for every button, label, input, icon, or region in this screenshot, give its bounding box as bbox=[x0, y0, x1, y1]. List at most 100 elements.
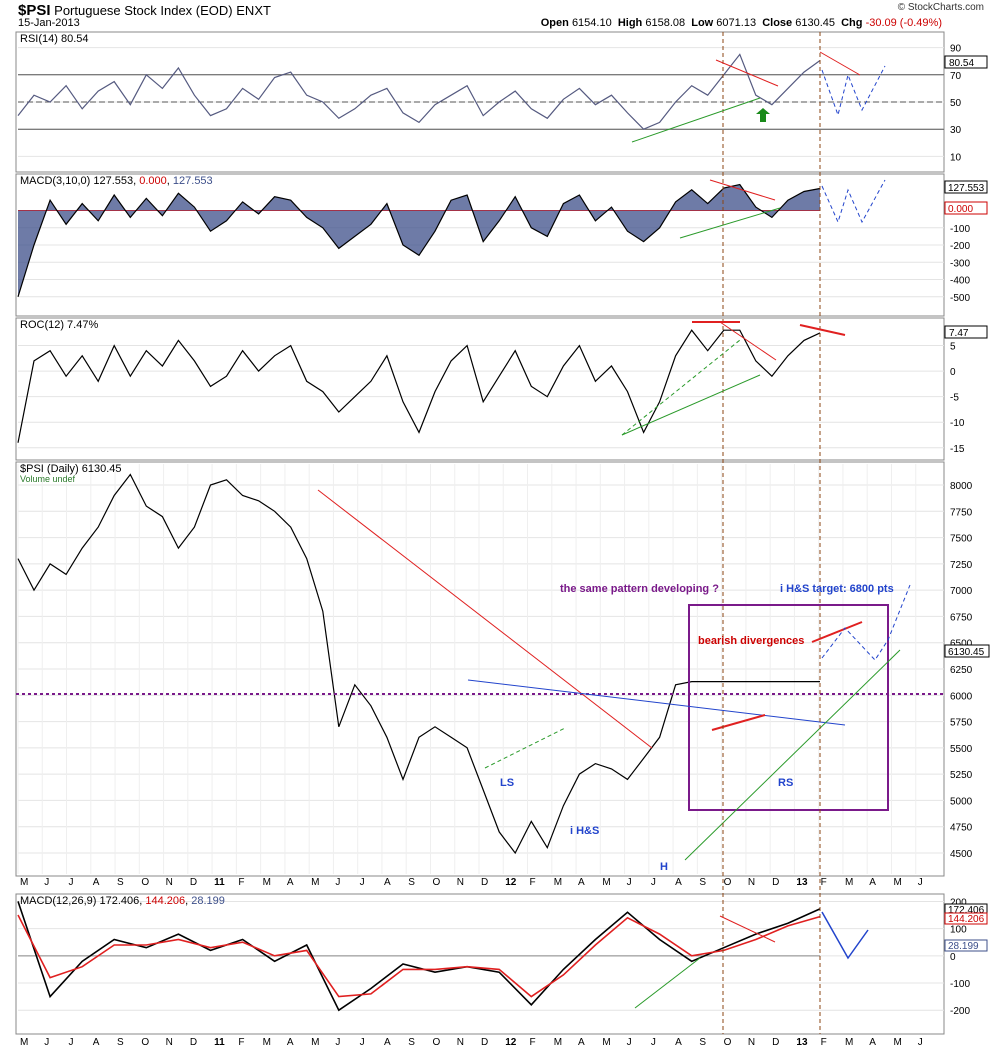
macd2-support-line bbox=[634, 957, 701, 1009]
ytick-label: 5750 bbox=[950, 718, 973, 729]
ytick-label: 0 bbox=[950, 952, 956, 963]
chart-header: $PSI Portuguese Stock Index (EOD) ENXT 1… bbox=[0, 0, 990, 32]
macd-zero-box bbox=[944, 201, 988, 215]
month-label: 13 bbox=[796, 1037, 808, 1048]
roc-resistance-line-2 bbox=[799, 324, 846, 336]
annotation-bearish: bearish divergences bbox=[698, 635, 804, 647]
macd-zero-label: 0.000 bbox=[948, 204, 973, 215]
ytick-label: 6250 bbox=[950, 665, 973, 676]
rsi-projection bbox=[821, 65, 886, 117]
macd2-resistance-line bbox=[719, 915, 776, 943]
ytick-label: 90 bbox=[950, 44, 962, 55]
ytick-label: 30 bbox=[950, 125, 962, 136]
month-label: A bbox=[287, 1037, 294, 1048]
month-label: F bbox=[238, 877, 244, 888]
month-label: M bbox=[263, 1037, 271, 1048]
price-last-box bbox=[944, 644, 990, 658]
ohlc-summary: Open 6154.10 High 6158.08 Low 6071.13 Cl… bbox=[541, 17, 942, 29]
chg-value: -30.09 (-0.49%) bbox=[865, 17, 942, 29]
month-label: 11 bbox=[214, 1037, 225, 1048]
month-label: J bbox=[627, 1037, 632, 1048]
symbol: $PSI bbox=[18, 2, 51, 19]
month-label: F bbox=[530, 1037, 536, 1048]
roc-legend: ROC(12) 7.47% bbox=[20, 319, 98, 331]
ytick-label: 5 bbox=[950, 342, 956, 353]
exchange: ENXT bbox=[236, 3, 271, 18]
month-label: S bbox=[699, 1037, 706, 1048]
annotation-rs: RS bbox=[778, 777, 793, 789]
month-label: F bbox=[821, 1037, 827, 1048]
macd-legend-name: MACD(3,10,0) bbox=[20, 175, 90, 187]
month-label: N bbox=[457, 877, 464, 888]
bearish-divergence-line-1 bbox=[711, 714, 766, 731]
index-name: Portuguese Stock Index (EOD) bbox=[54, 3, 233, 18]
month-label: O bbox=[141, 877, 149, 888]
macd2-signal-label: 144.206 bbox=[948, 914, 985, 925]
macd2-legend-name: MACD(12,26,9) bbox=[20, 895, 96, 907]
month-label: D bbox=[481, 877, 488, 888]
month-label: M bbox=[20, 877, 28, 888]
month-label: A bbox=[93, 877, 100, 888]
roc-last-label: 7.47 bbox=[949, 328, 969, 339]
chg-label: Chg bbox=[841, 17, 863, 29]
month-label: J bbox=[627, 877, 632, 888]
pattern-box bbox=[688, 604, 889, 811]
brand-label[interactable]: © StockCharts.com bbox=[897, 2, 984, 13]
ytick-label: 70 bbox=[950, 71, 962, 82]
downtrend-line bbox=[317, 489, 653, 749]
month-label: M bbox=[311, 877, 319, 888]
month-label: M bbox=[554, 1037, 562, 1048]
month-label: O bbox=[724, 1037, 732, 1048]
ytick-label: -15 bbox=[950, 444, 965, 455]
macd-legend-v2: 0.000 bbox=[139, 175, 167, 187]
month-label: J bbox=[918, 877, 923, 888]
month-label: A bbox=[578, 1037, 585, 1048]
annotation-same-pattern: the same pattern developing ? bbox=[560, 583, 719, 595]
annotation-ihs: i H&S bbox=[570, 825, 599, 837]
ytick-label: 7500 bbox=[950, 534, 973, 545]
month-label: A bbox=[869, 877, 876, 888]
ytick-label: 6750 bbox=[950, 612, 973, 623]
macd2-hist-box bbox=[944, 939, 988, 952]
close-value: 6130.45 bbox=[795, 17, 835, 29]
ytick-label: 50 bbox=[950, 98, 962, 109]
ytick-label: 5250 bbox=[950, 770, 973, 781]
macd-legend-v3: 127.553 bbox=[173, 175, 213, 187]
ytick-label: 4750 bbox=[950, 823, 973, 834]
ytick-label: 4500 bbox=[950, 849, 973, 860]
macd2-legend-v3: 28.199 bbox=[191, 895, 225, 907]
month-label: A bbox=[93, 1037, 100, 1048]
month-label: J bbox=[651, 877, 656, 888]
month-label: J bbox=[44, 877, 49, 888]
annotation-h: H bbox=[660, 861, 668, 873]
macd-support-line bbox=[679, 207, 781, 239]
ytick-label: 7000 bbox=[950, 586, 973, 597]
ytick-label: 5000 bbox=[950, 796, 973, 807]
macd-resistance-line bbox=[709, 179, 776, 201]
month-label: S bbox=[408, 877, 415, 888]
roc-support-dashed bbox=[621, 339, 741, 436]
month-label: A bbox=[675, 1037, 682, 1048]
chart-date: 15-Jan-2013 bbox=[18, 17, 80, 29]
month-label: J bbox=[335, 1037, 340, 1048]
month-label: F bbox=[238, 1037, 244, 1048]
month-label: M bbox=[602, 1037, 610, 1048]
month-label: J bbox=[335, 877, 340, 888]
grid-layer: 1030507090-500-400-300-200-100-15-10-505… bbox=[17, 44, 973, 1048]
ytick-label: -100 bbox=[950, 224, 970, 235]
macd2-hist-label: 28.199 bbox=[948, 941, 979, 952]
ytick-label: 0 bbox=[950, 367, 956, 378]
ytick-label: 6000 bbox=[950, 691, 973, 702]
ytick-label: -100 bbox=[950, 979, 970, 990]
low-value: 6071.13 bbox=[716, 17, 757, 29]
month-label: J bbox=[44, 1037, 49, 1048]
close-label: Close bbox=[762, 17, 793, 29]
month-label: O bbox=[724, 877, 732, 888]
month-label: M bbox=[554, 877, 562, 888]
series-line-0 bbox=[17, 329, 821, 443]
month-label: S bbox=[117, 1037, 124, 1048]
month-label: M bbox=[602, 877, 610, 888]
month-label: N bbox=[166, 1037, 173, 1048]
rsi-last-label: 80.54 bbox=[949, 58, 974, 69]
